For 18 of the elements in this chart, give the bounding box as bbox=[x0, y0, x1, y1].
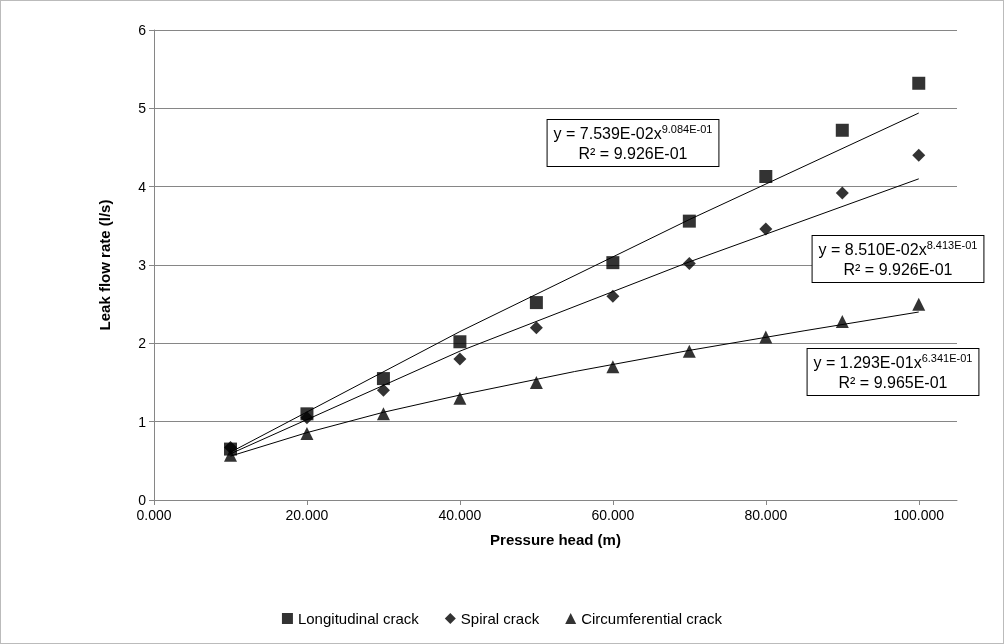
legend-label: Circumferential crack bbox=[581, 610, 723, 627]
legend-label: Spiral crack bbox=[460, 610, 540, 627]
x-tick-label: 20.000 bbox=[285, 507, 329, 523]
x-tick-label: 40.000 bbox=[438, 507, 482, 523]
y-axis-title: Leak flow rate (l/s) bbox=[96, 199, 113, 331]
y-tick-label: 4 bbox=[138, 178, 147, 195]
x-tick-label: 100.000 bbox=[893, 507, 945, 523]
y-tick-label: 2 bbox=[138, 335, 147, 352]
x-axis-title: Pressure head (m) bbox=[490, 531, 621, 548]
x-tick-label: 0.000 bbox=[136, 507, 172, 523]
x-tick-label: 80.000 bbox=[744, 507, 788, 523]
y-tick-label: 3 bbox=[138, 257, 147, 273]
legend-label: Longitudinal crack bbox=[297, 610, 420, 627]
y-tick-label: 6 bbox=[138, 22, 147, 38]
y-tick-label: 1 bbox=[138, 413, 147, 430]
y-tick-label: 0 bbox=[138, 492, 147, 508]
x-tick-label: 60.000 bbox=[591, 507, 635, 523]
y-tick-label: 5 bbox=[138, 100, 147, 117]
